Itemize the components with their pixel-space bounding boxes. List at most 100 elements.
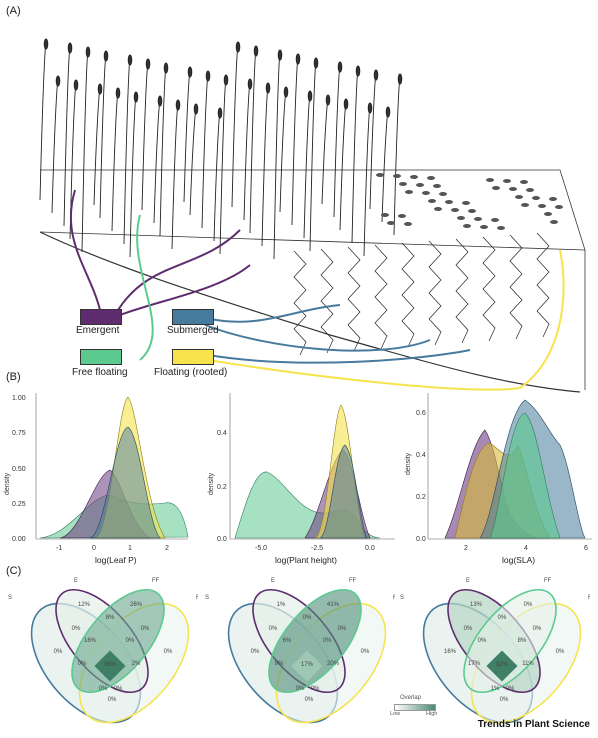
svg-text:-5.0: -5.0 bbox=[255, 545, 267, 552]
svg-text:0.00: 0.00 bbox=[12, 536, 26, 543]
svg-text:0.0: 0.0 bbox=[416, 536, 426, 543]
sla-xlabel: log(SLA) bbox=[502, 555, 535, 565]
venn-set-label-e: E bbox=[74, 578, 78, 584]
venn-region-e-fr: 20% bbox=[327, 661, 340, 667]
svg-text:-2.5: -2.5 bbox=[311, 545, 323, 552]
svg-text:0: 0 bbox=[92, 545, 96, 552]
svg-text:6: 6 bbox=[584, 545, 588, 552]
venn-region-e-only: 12% bbox=[78, 602, 91, 608]
aquatic-plant-illustration bbox=[39, 38, 586, 393]
venn-region-fr-only: 0% bbox=[361, 649, 370, 655]
svg-text:2: 2 bbox=[464, 545, 468, 552]
venn-set-label-ff: FF bbox=[349, 578, 357, 584]
panel-a-label: (A) bbox=[6, 5, 21, 17]
venn-region-fr-only: 0% bbox=[556, 649, 565, 655]
svg-text:0.50: 0.50 bbox=[12, 466, 26, 473]
venn-region-e-ff-fr: 8% bbox=[518, 638, 527, 644]
emergent-swatch bbox=[80, 309, 122, 325]
y-ticks: 0.6 0.4 0.2 0.0 bbox=[416, 410, 426, 543]
density-ylabel: density bbox=[4, 472, 11, 495]
ellipse-ff bbox=[71, 588, 165, 694]
svg-text:0.4: 0.4 bbox=[217, 430, 227, 437]
series-free-floating bbox=[489, 412, 561, 539]
free-floating-label: Free floating bbox=[72, 367, 128, 378]
overlap-scale-title: Overlap bbox=[400, 695, 422, 701]
venn-set-label-ff: FF bbox=[544, 578, 552, 584]
y-ticks: 0.4 0.2 0.0 bbox=[217, 430, 227, 543]
overlap-scale-high: High bbox=[426, 711, 438, 717]
venn-region-all: 32% bbox=[496, 662, 509, 668]
venn-region-s-ff: 0% bbox=[78, 661, 87, 667]
submerged-swatch bbox=[172, 309, 214, 325]
floating-rooted-swatch bbox=[172, 349, 214, 365]
overlap-scale-low: Low bbox=[390, 711, 401, 717]
venn-region-s-e: 0% bbox=[464, 626, 473, 632]
venn-set-label-s: S bbox=[8, 595, 12, 601]
venn-region-e-fr: 11% bbox=[522, 661, 534, 667]
venn-set-label-s: S bbox=[400, 595, 404, 601]
density-plot-sla: density 0.6 0.4 0.2 0.0 2 4 6 log(SLA) bbox=[405, 393, 592, 565]
x-ticks: -1 0 1 2 bbox=[56, 545, 169, 552]
svg-text:0.25: 0.25 bbox=[12, 501, 26, 508]
svg-text:4: 4 bbox=[524, 545, 528, 552]
venn-region-ff-fr: 0% bbox=[338, 626, 347, 632]
venn-region-e-ff: 0% bbox=[303, 615, 312, 621]
free-floating-swatch bbox=[80, 349, 122, 365]
venn-region-s-e-fr: 0% bbox=[506, 686, 515, 692]
venn-region-e-ff-fr: 0% bbox=[323, 638, 332, 644]
svg-text:0.2: 0.2 bbox=[217, 484, 227, 491]
venn-region-s-only: 0% bbox=[54, 649, 63, 655]
svg-text:0.4: 0.4 bbox=[416, 452, 426, 459]
svg-text:0.6: 0.6 bbox=[416, 410, 426, 417]
density-plot-leaf-p: density 1.00 0.75 0.50 0.25 0.00 -1 0 1 … bbox=[4, 393, 189, 565]
venn-region-s-fr: 0% bbox=[108, 697, 117, 703]
venn-region-s-ff-fr: 0% bbox=[99, 686, 108, 692]
venn-region-s-ff: 17% bbox=[468, 661, 481, 667]
venn-region-ff-only: 0% bbox=[524, 602, 533, 608]
venn-diagram-1: SEFFFR0%12%26%0%0%8%0%16%0%36%0%2%0%0%0% bbox=[8, 578, 198, 724]
venn-region-s-ff-fr: 0% bbox=[296, 686, 305, 692]
svg-text:2: 2 bbox=[165, 545, 169, 552]
venn-region-s-e: 0% bbox=[72, 626, 81, 632]
venn-region-all: 17% bbox=[301, 662, 314, 668]
venn-set-label-ff: FF bbox=[152, 578, 160, 584]
venn-region-fr-only: 0% bbox=[164, 649, 173, 655]
venn-region-s-only: 0% bbox=[251, 649, 260, 655]
svg-text:1.00: 1.00 bbox=[12, 395, 26, 402]
svg-text:0.2: 0.2 bbox=[416, 494, 426, 501]
series-submerged bbox=[89, 426, 161, 539]
venn-diagram-2: SEFFFR0%1%41%0%0%0%0%6%0%17%9%20%0%0%0% bbox=[205, 578, 395, 724]
venn-set-label-fr: FR bbox=[588, 595, 590, 601]
venn-region-ff-only: 41% bbox=[327, 602, 340, 608]
journal-footer: Trends in Plant Science bbox=[477, 719, 590, 730]
venn-region-s-e-ff: 16% bbox=[84, 638, 97, 644]
venn-region-s-e-ff: 6% bbox=[283, 638, 292, 644]
svg-text:0.0: 0.0 bbox=[365, 545, 375, 552]
venn-region-ff-fr: 0% bbox=[533, 626, 542, 632]
svg-text:0.75: 0.75 bbox=[12, 430, 26, 437]
plant-height-xlabel: log(Plant height) bbox=[275, 555, 337, 565]
venn-set-label-e: E bbox=[466, 578, 470, 584]
venn-region-s-e-ff: 0% bbox=[478, 638, 487, 644]
venn-region-ff-fr: 0% bbox=[141, 626, 150, 632]
venn-region-e-fr: 2% bbox=[132, 661, 141, 667]
venn-set-label-fr: FR bbox=[393, 595, 395, 601]
venn-region-e-ff-fr: 0% bbox=[126, 638, 135, 644]
x-ticks: 2 4 6 bbox=[464, 545, 588, 552]
x-ticks: -5.0 -2.5 0.0 bbox=[255, 545, 375, 552]
panel-c-label: (C) bbox=[6, 565, 22, 577]
venn-region-s-ff-fr: 1% bbox=[491, 686, 500, 692]
venn-region-e-only: 13% bbox=[470, 602, 483, 608]
emergent-label: Emergent bbox=[76, 325, 120, 336]
venn-region-s-e-fr: 0% bbox=[311, 686, 320, 692]
svg-text:1: 1 bbox=[128, 545, 132, 552]
venn-region-e-only: 1% bbox=[277, 602, 286, 608]
venn-region-s-e: 0% bbox=[269, 626, 278, 632]
venn-region-all: 36% bbox=[104, 662, 117, 668]
density-ylabel: density bbox=[208, 472, 215, 495]
series-submerged bbox=[319, 444, 368, 539]
ellipse-ff bbox=[463, 588, 557, 694]
overlap-scale-bar bbox=[394, 704, 436, 711]
panel-b-label: (B) bbox=[6, 371, 21, 383]
leaf-p-xlabel: log(Leaf P) bbox=[95, 555, 137, 565]
